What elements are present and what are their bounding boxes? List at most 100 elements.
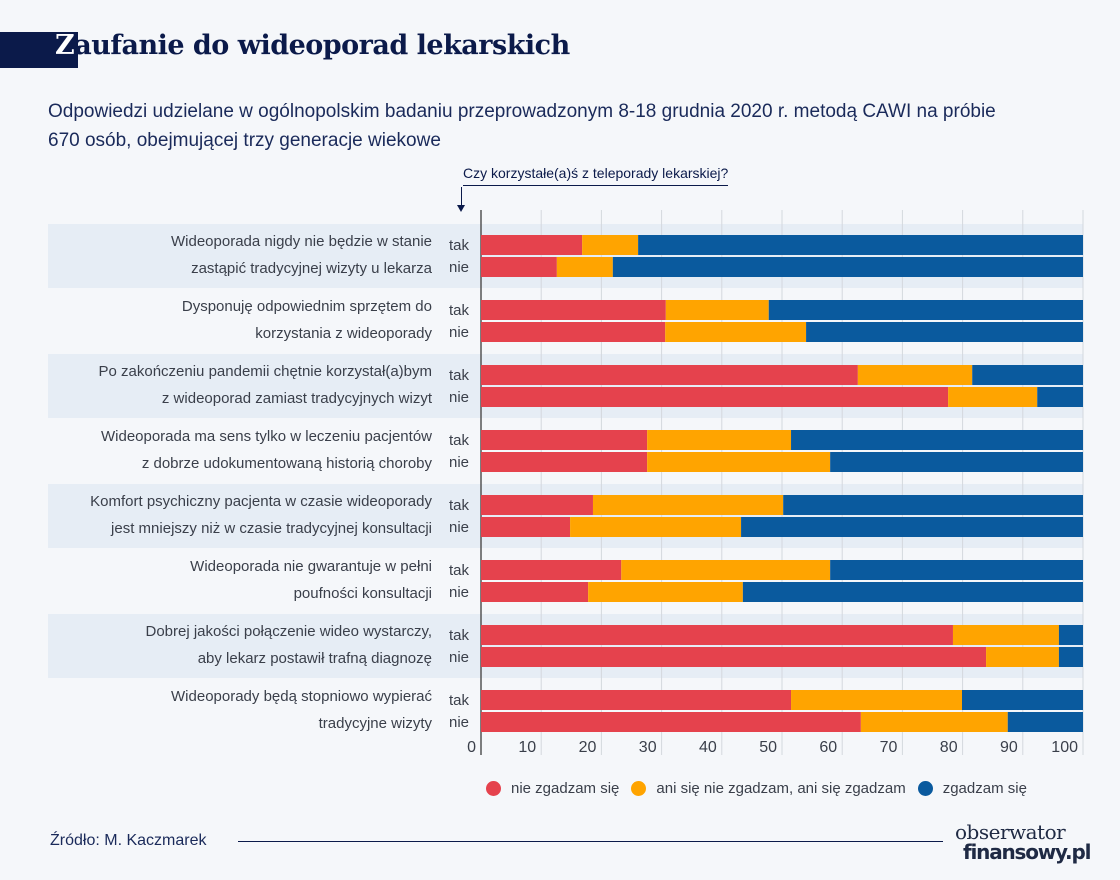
bar-segment-nie [612,257,1083,277]
bar-segment-tak [481,690,792,710]
bar-segment-tak [1058,625,1083,645]
bar-segment-nie [481,712,861,732]
row-label-nie: nie [449,389,469,406]
x-tick-label: 0 [467,739,476,756]
legend: nie zgadzam się ani się nie zgadzam, ani… [486,780,1039,797]
row-label-nie: nie [449,649,469,666]
bar-segment-nie [1007,712,1083,732]
legend-dot-red [486,781,501,796]
question-connector [461,187,462,209]
row-label-nie: nie [449,324,469,341]
subtitle-line-2: 670 osób, obejmującej trzy generacje wie… [48,130,441,151]
bar-segment-nie [588,582,743,602]
bar-segment-tak [791,690,962,710]
title-rest: aufanie do wideoporad lekarskich [74,30,570,61]
category-label: poufności konsultacji [294,585,432,602]
bar-segment-tak [961,690,1083,710]
bar-segment-tak [592,495,784,515]
legend-label: ani się nie zgadzam, ani się zgadzam [656,780,906,797]
bar-segment-tak [857,365,973,385]
row-label-tak: tak [449,562,470,579]
bar-segment-nie [556,257,613,277]
row-label-tak: tak [449,432,470,449]
subtitle-line-1: Odpowiedzi udzielane w ogólnopolskim bad… [48,101,996,122]
bar-segment-nie [742,582,1083,602]
legend-item: nie zgadzam się [486,780,619,797]
category-label: z dobrze udokumentowaną historią choroby [142,455,433,472]
logo-line-1: obserwator [955,820,1066,844]
row-label-tak: tak [449,497,470,514]
bar-segment-tak [665,300,769,320]
category-label: z wideoporad zamiast tradycyjnych wizyt [162,390,433,407]
row-label-nie: nie [449,454,469,471]
legend-dot-orange [631,781,647,796]
category-label: Dobrej jakości połączenie wideo wystarcz… [145,623,432,640]
category-label: Wideoporada ma sens tylko w leczeniu pac… [101,428,432,445]
row-band [48,484,1083,548]
category-label: Po zakończeniu pandemii chętnie korzysta… [99,363,433,380]
arrow-down-icon [457,205,465,212]
bar-segment-nie [665,322,807,342]
row-band [48,614,1083,678]
bar-segment-tak [647,430,792,450]
bar-segment-nie [741,517,1083,537]
category-label: zastąpić tradycyjnej wizyty u lekarza [191,260,433,277]
row-band [48,354,1083,418]
legend-label: zgadzam się [942,780,1027,797]
row-label-nie: nie [449,519,469,536]
bar-segment-nie [830,452,1083,472]
group-question-label: Czy korzystałe(a)ś z teleporady lekarski… [463,165,729,186]
source-divider [238,841,943,842]
page-title: Zaufanie do wideoporad lekarskich [55,30,570,61]
category-label: jest mniejszy niż w czasie tradycyjnej k… [110,520,432,537]
subtitle: Odpowiedzi udzielane w ogólnopolskim bad… [48,97,1048,155]
bar-segment-nie [481,647,987,667]
bar-segment-nie [1058,647,1083,667]
logo-line-2: finansowy.pl [963,840,1091,864]
row-label-nie: nie [449,259,469,276]
bar-segment-nie [481,452,648,472]
bar-segment-tak [830,560,1083,580]
bar-segment-tak [582,235,639,255]
category-label: korzystania z wideoporady [255,325,432,342]
x-tick-label: 90 [1000,739,1018,756]
x-tick-label: 60 [819,739,837,756]
row-label-tak: tak [449,237,470,254]
bar-segment-tak [481,560,622,580]
legend-dot-blue [917,781,933,796]
category-label: Dysponuję odpowiednim sprzętem do [182,298,432,315]
source: Źródło: M. Kaczmarek [50,832,207,849]
x-tick-label: 30 [639,739,657,756]
category-label: Wideoporada nie gwarantuje w pełni [190,558,432,575]
bar-segment-tak [481,235,583,255]
bar-segment-tak [481,430,648,450]
bar-segment-tak [481,300,666,320]
category-label: Wideoporady będą stopniowo wypierać [171,688,432,705]
bar-segment-tak [972,365,1083,385]
legend-item: ani się nie zgadzam, ani się zgadzam [631,780,906,797]
title-first-letter: Z [55,30,75,61]
x-tick-label: 50 [759,739,777,756]
legend-label: nie zgadzam się [511,780,620,797]
x-tick-label: 20 [579,739,597,756]
category-label: Wideoporada nigdy nie będzie w stanie [171,233,432,250]
bar-segment-tak [621,560,831,580]
logo: obserwator finansowy.pl [955,820,1091,864]
x-tick-label: 100 [1051,739,1078,756]
bar-segment-nie [481,257,557,277]
category-label: tradycyjne wizyty [319,715,433,732]
bar-segment-nie [806,322,1083,342]
x-tick-label: 10 [518,739,536,756]
x-tick-label: 70 [880,739,898,756]
bar-segment-tak [783,495,1083,515]
category-label: Komfort psychiczny pacjenta w czasie wid… [90,493,432,510]
legend-item: zgadzam się [917,780,1027,797]
bar-segment-nie [481,387,949,407]
row-label-nie: nie [449,584,469,601]
bar-segment-tak [638,235,1083,255]
bar-segment-tak [952,625,1059,645]
x-tick-label: 40 [699,739,717,756]
bar-segment-nie [481,517,571,537]
bar-segment-nie [948,387,1038,407]
